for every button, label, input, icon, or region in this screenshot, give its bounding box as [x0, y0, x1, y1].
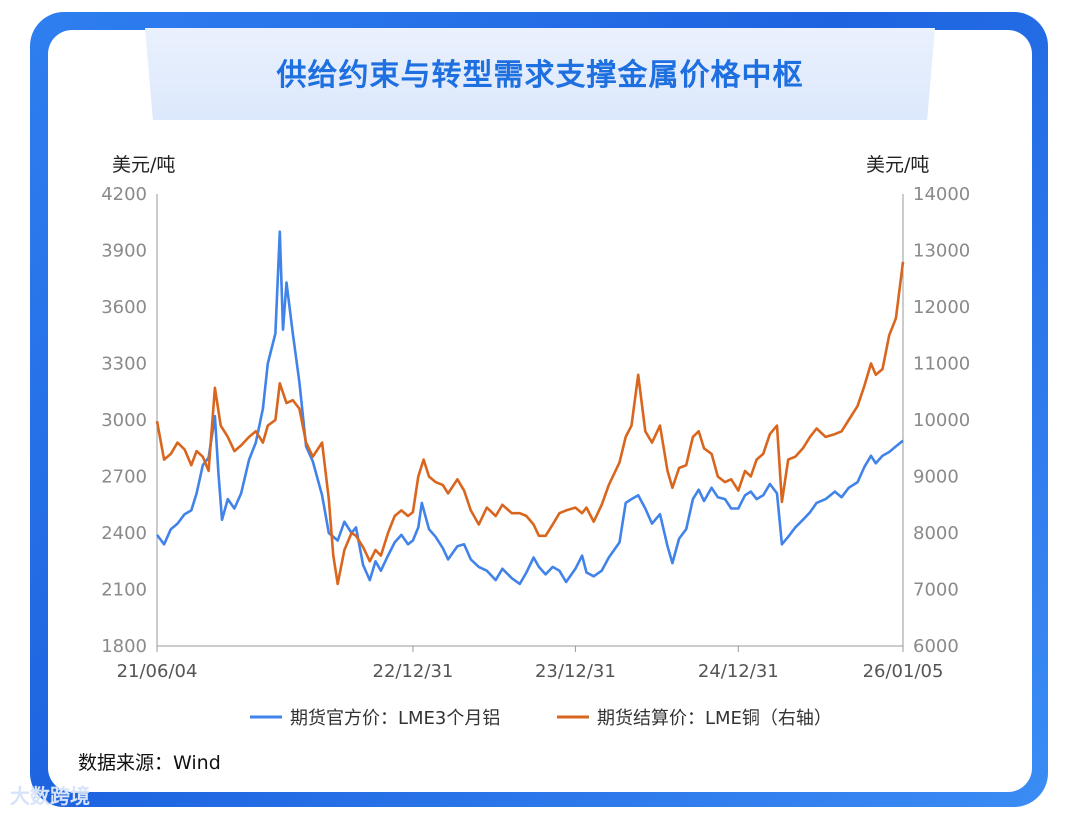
- left-tick-label: 1800: [101, 636, 147, 657]
- right-tick-label: 13000: [913, 241, 970, 262]
- left-tick-label: 4200: [101, 184, 147, 205]
- right-tick-label: 12000: [913, 297, 970, 318]
- x-tick-label: 21/06/04: [117, 661, 198, 682]
- legend-label: 期货官方价：LME3个月铝: [290, 708, 500, 729]
- left-tick-label: 3900: [101, 241, 147, 262]
- right-tick-label: 6000: [913, 636, 959, 657]
- left-tick-label: 3300: [101, 354, 147, 375]
- right-tick-label: 8000: [913, 523, 959, 544]
- x-tick-label: 26/01/05: [863, 661, 944, 682]
- title-banner: [145, 28, 935, 120]
- right-tick-label: 11000: [913, 354, 970, 375]
- right-tick-label: 9000: [913, 467, 959, 488]
- right-tick-label: 14000: [913, 184, 970, 205]
- series-group: [155, 230, 905, 586]
- series-line-aluminum: [155, 230, 904, 586]
- left-tick-label: 2700: [101, 467, 147, 488]
- left-tick-label: 2100: [101, 580, 147, 601]
- data-source-note: 数据来源：Wind: [78, 752, 221, 774]
- axes-group: 1800 2100 2400 2700 3000 3300 3600 3900 4200 6000…: [101, 184, 970, 682]
- watermark-logo: 大数跨境: [10, 784, 90, 808]
- left-axis-unit: 美元/吨: [112, 154, 176, 176]
- right-tick-label: 7000: [913, 580, 959, 601]
- chart-legend: 期货官方价：LME3个月铝 期货结算价：LME铜（右轴）: [250, 708, 832, 729]
- right-tick-label: 10000: [913, 410, 970, 431]
- series-line-copper: [155, 261, 905, 586]
- left-tick-label: 3600: [101, 297, 147, 318]
- x-tick-label: 24/12/31: [698, 661, 779, 682]
- legend-label: 期货结算价：LME铜（右轴）: [597, 708, 832, 729]
- left-tick-label: 2400: [101, 523, 147, 544]
- x-tick-label: 23/12/31: [535, 661, 616, 682]
- page-title: 供给约束与转型需求支撑金属价格中枢: [276, 58, 804, 93]
- right-axis-unit: 美元/吨: [866, 154, 930, 176]
- x-tick-label: 22/12/31: [373, 661, 454, 682]
- left-tick-label: 3000: [101, 410, 147, 431]
